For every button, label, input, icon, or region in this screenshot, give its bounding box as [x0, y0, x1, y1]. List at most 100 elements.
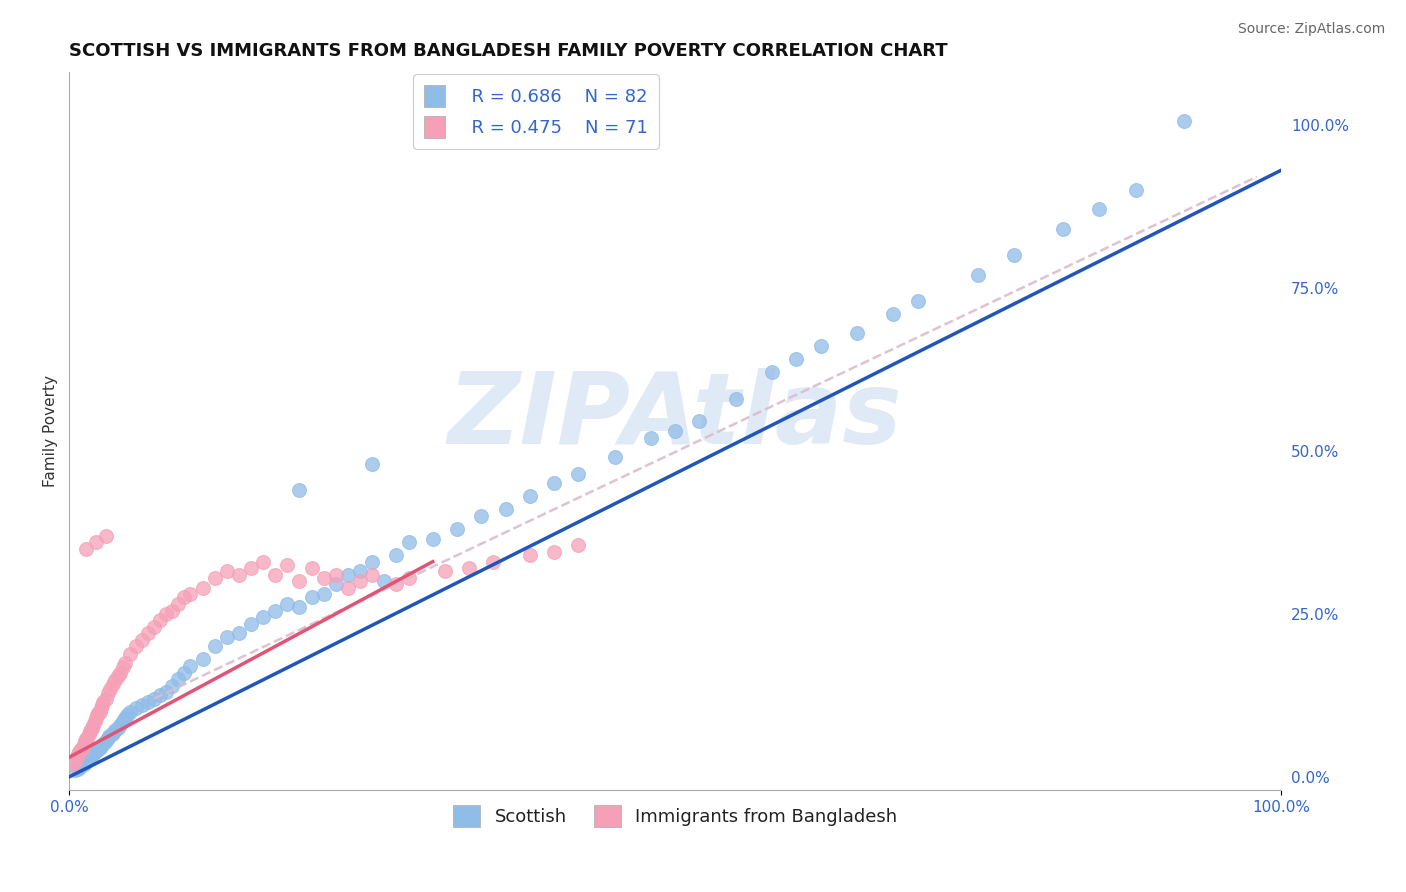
Legend: Scottish, Immigrants from Bangladesh: Scottish, Immigrants from Bangladesh [446, 798, 904, 835]
Point [66, 747, 89, 761]
Point [107, 721, 129, 735]
Point [179, 659, 201, 673]
Point [70, 758, 93, 772]
Point [80, 750, 103, 764]
Point [149, 613, 172, 627]
Point [72, 740, 94, 755]
Point [373, 574, 395, 589]
Point [167, 597, 190, 611]
Point [325, 577, 347, 591]
Point [73, 756, 96, 770]
Point [495, 502, 517, 516]
Point [66, 762, 89, 776]
Point [131, 698, 153, 712]
Point [204, 571, 226, 585]
Point [90, 739, 112, 753]
Point [191, 652, 214, 666]
Point [179, 587, 201, 601]
Point [240, 616, 263, 631]
Point [70, 742, 93, 756]
Point [83, 714, 105, 729]
Point [117, 707, 139, 722]
Point [108, 665, 131, 680]
Point [87, 742, 110, 756]
Point [252, 610, 274, 624]
Point [301, 591, 323, 605]
Point [69, 744, 91, 758]
Point [67, 745, 90, 759]
Point [101, 677, 124, 691]
Point [228, 567, 250, 582]
Point [567, 467, 589, 481]
Point [446, 522, 468, 536]
Point [73, 756, 96, 771]
Point [84, 535, 107, 549]
Point [288, 600, 311, 615]
Point [167, 672, 190, 686]
Point [89, 705, 111, 719]
Point [90, 701, 112, 715]
Point [398, 535, 420, 549]
Point [288, 574, 311, 589]
Point [688, 414, 710, 428]
Point [91, 698, 114, 712]
Point [118, 647, 141, 661]
Point [143, 620, 166, 634]
Point [907, 293, 929, 308]
Point [470, 508, 492, 523]
Point [191, 581, 214, 595]
Point [143, 691, 166, 706]
Point [385, 577, 408, 591]
Point [75, 541, 97, 556]
Point [204, 640, 226, 654]
Point [433, 565, 456, 579]
Point [108, 717, 131, 731]
Point [87, 706, 110, 720]
Point [111, 714, 134, 729]
Point [567, 538, 589, 552]
Point [149, 689, 172, 703]
Point [325, 567, 347, 582]
Point [94, 734, 117, 748]
Point [100, 727, 122, 741]
Point [84, 744, 107, 758]
Point [173, 591, 195, 605]
Point [482, 555, 505, 569]
Point [97, 686, 120, 700]
Point [91, 737, 114, 751]
Point [94, 691, 117, 706]
Point [458, 561, 481, 575]
Point [603, 450, 626, 465]
Point [761, 366, 783, 380]
Point [361, 555, 384, 569]
Point [519, 548, 541, 562]
Y-axis label: Family Poverty: Family Poverty [44, 376, 58, 487]
Point [312, 587, 335, 601]
Point [664, 424, 686, 438]
Point [173, 665, 195, 680]
Point [1004, 248, 1026, 262]
Point [1173, 114, 1195, 128]
Point [422, 532, 444, 546]
Point [65, 754, 87, 768]
Point [785, 352, 807, 367]
Point [640, 431, 662, 445]
Point [162, 603, 184, 617]
Point [336, 567, 359, 582]
Text: SCOTTISH VS IMMIGRANTS FROM BANGLADESH FAMILY POVERTY CORRELATION CHART: SCOTTISH VS IMMIGRANTS FROM BANGLADESH F… [69, 42, 948, 60]
Point [84, 711, 107, 725]
Point [118, 705, 141, 719]
Point [62, 756, 84, 771]
Point [349, 565, 371, 579]
Point [312, 571, 335, 585]
Point [104, 673, 127, 688]
Point [75, 732, 97, 747]
Point [349, 574, 371, 589]
Point [882, 307, 904, 321]
Point [114, 711, 136, 725]
Point [104, 723, 127, 737]
Point [131, 632, 153, 647]
Point [301, 561, 323, 575]
Point [228, 626, 250, 640]
Point [336, 581, 359, 595]
